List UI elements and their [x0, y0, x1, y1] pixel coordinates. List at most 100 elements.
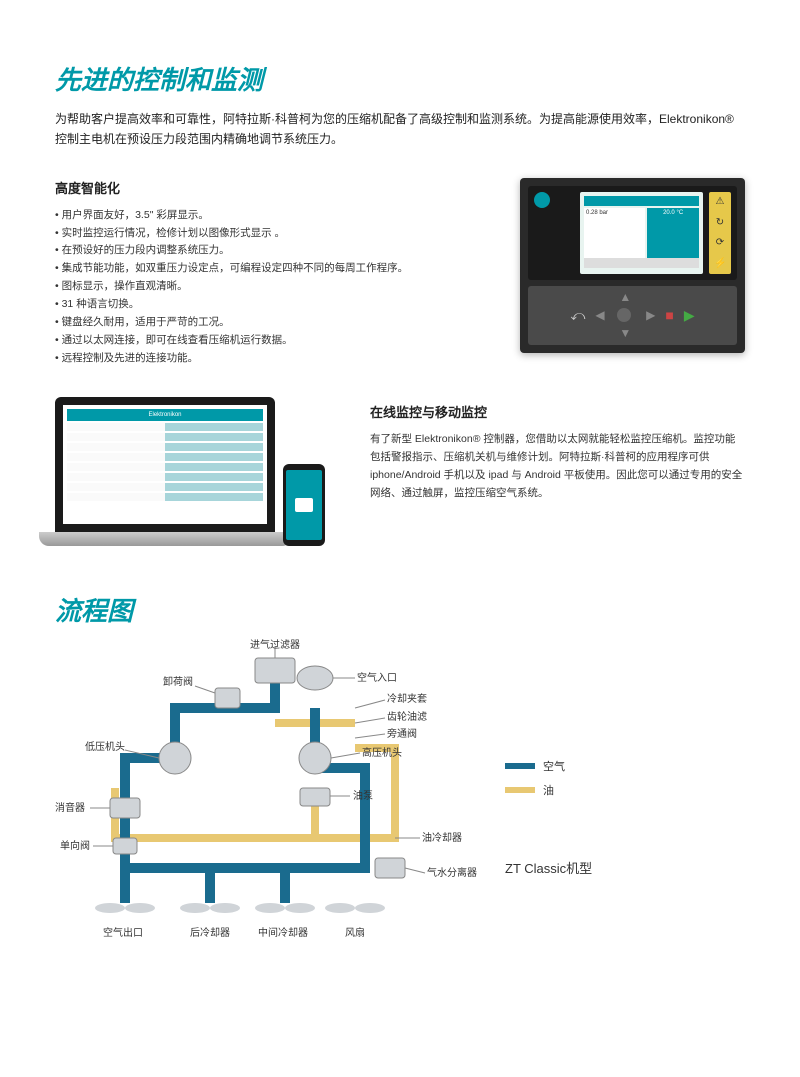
dpad: ▲ ▼ ◀ ▶: [595, 290, 655, 340]
list-item: 键盘经久耐用，适用于严苛的工况。: [55, 314, 490, 332]
label-silencer: 消音器: [55, 801, 85, 814]
laptop-app-title: Elektronikon: [67, 409, 263, 421]
laptop: Elektronikon: [55, 397, 275, 546]
lead-line: [195, 686, 215, 693]
lead-line: [355, 700, 385, 708]
label-oil-cooler: 油冷却器: [422, 831, 462, 844]
smart-heading: 高度智能化: [55, 178, 490, 197]
table-row: [67, 453, 263, 461]
warning-icon: ⚠: [714, 196, 726, 208]
phone-screen: [286, 470, 322, 540]
dpad-up-icon: ▲: [619, 290, 631, 304]
label-gear-oil-filter: 齿轮油滤: [387, 710, 427, 723]
dpad-left-icon: ◀: [595, 308, 604, 322]
silencer-comp: [110, 798, 140, 818]
flowchart-diagram: 进气过滤器 空气入口 卸荷阀 冷却夹套 齿轮油滤 旁通阀 高压机头 低压机头 油…: [55, 638, 485, 948]
flowchart-legend: 空气 油 ZT Classic机型: [505, 638, 592, 948]
lcd-temp-value: 20.0 °C: [647, 208, 699, 258]
label-intake-filter: 进气过滤器: [250, 638, 300, 651]
laptop-screen-content: Elektronikon: [63, 405, 267, 524]
list-item: 集成节能功能，如双重压力设定点，可编程设定四种不同的每周工作程序。: [55, 260, 490, 278]
lead-line: [355, 734, 385, 738]
list-item: 图标显示，操作直观清晰。: [55, 278, 490, 296]
list-item: 远程控制及先进的连接功能。: [55, 350, 490, 368]
online-text-column: 在线监控与移动监控 有了新型 Elektronikon® 控制器，您借助以太网就…: [370, 397, 745, 502]
back-icon: ⤺: [570, 307, 585, 324]
legend-label-oil: 油: [543, 782, 554, 798]
table-row: [67, 443, 263, 451]
label-unload-valve: 卸荷阀: [163, 675, 193, 688]
dpad-center-icon: [617, 308, 631, 322]
laptop-base: [39, 532, 292, 546]
lead-line: [355, 718, 385, 723]
intake-filter-comp: [255, 658, 295, 683]
controller-top: 0.28 bar 20.0 °C ⚠ ↻ ⟳ ⚡: [528, 186, 737, 280]
hp-element-comp: [299, 742, 331, 774]
start-icon: ▶: [684, 307, 695, 324]
lp-element-comp: [159, 742, 191, 774]
page-title: 先进的控制和监测: [55, 60, 745, 97]
air-inlet-comp: [297, 666, 333, 690]
auto-icon: ⟳: [714, 237, 726, 249]
label-aftercooler: 后冷却器: [190, 926, 230, 939]
table-row: [67, 423, 263, 431]
legend-label-air: 空气: [543, 758, 565, 774]
logo-icon: [534, 192, 550, 208]
label-moisture-sep: 气水分离器: [427, 866, 477, 879]
power-icon: ⚡: [714, 258, 726, 270]
label-oil-pump: 油泵: [353, 789, 373, 802]
smartphone: [283, 464, 325, 546]
legend-oil: 油: [505, 782, 592, 798]
phone-app-icon: [295, 498, 313, 512]
label-check-valve: 单向阀: [60, 839, 90, 852]
label-intercooler: 中间冷却器: [258, 926, 308, 939]
flowchart-area: 进气过滤器 空气入口 卸荷阀 冷却夹套 齿轮油滤 旁通阀 高压机头 低压机头 油…: [55, 638, 745, 948]
smart-bullet-list: 用户界面友好，3.5" 彩屏显示。 实时监控运行情况，检修计划以图像形式显示 。…: [55, 207, 490, 368]
row-online-monitoring: Elektronikon 在线监控与移动监控 有了新型 Elektroni: [55, 397, 745, 546]
table-row: [67, 493, 263, 501]
fan-icon: [325, 903, 385, 913]
lead-line: [331, 753, 360, 758]
controller-lcd: 0.28 bar 20.0 °C: [580, 192, 703, 274]
laptop-screen: Elektronikon: [55, 397, 275, 532]
dpad-right-icon: ▶: [646, 308, 655, 322]
legend-swatch-oil: [505, 787, 535, 793]
row-smart-controller: 高度智能化 用户界面友好，3.5" 彩屏显示。 实时监控运行情况，检修计划以图像…: [55, 178, 745, 368]
label-air-inlet: 空气入口: [357, 671, 397, 684]
lcd-pressure-value: 0.28 bar: [584, 208, 645, 258]
list-item: 在预设好的压力段内调整系统压力。: [55, 242, 490, 260]
legend-air: 空气: [505, 758, 592, 774]
list-item: 实时监控运行情况，检修计划以图像形式显示 。: [55, 225, 490, 243]
legend-swatch-air: [505, 763, 535, 769]
stop-icon: ■: [665, 307, 673, 323]
fan-icon: [180, 903, 240, 913]
check-valve-comp: [113, 838, 137, 854]
table-row: [67, 433, 263, 441]
fan-icon: [95, 903, 155, 913]
oil-pump-comp: [300, 788, 330, 806]
lead-line: [405, 868, 425, 873]
lcd-footer-bar: [584, 258, 699, 268]
devices-illustration: Elektronikon: [55, 397, 345, 546]
online-heading: 在线监控与移动监控: [370, 402, 745, 421]
label-bypass-valve: 旁通阀: [387, 727, 417, 740]
model-label: ZT Classic机型: [505, 858, 592, 877]
intro-text: 为帮助客户提高效率和可靠性，阿特拉斯·科普柯为您的压缩机配备了高级控制和监测系统…: [55, 109, 745, 150]
smart-text-column: 高度智能化 用户界面友好，3.5" 彩屏显示。 实时监控运行情况，检修计划以图像…: [55, 178, 490, 368]
label-hp-element: 高压机头: [362, 746, 402, 759]
controller-keypad: ⤺ ▲ ▼ ◀ ▶ ■ ▶: [528, 286, 737, 345]
flowchart-title: 流程图: [55, 591, 745, 628]
refresh-icon: ↻: [714, 217, 726, 229]
label-cooling-jacket: 冷却夹套: [387, 692, 427, 705]
list-item: 31 种语言切换。: [55, 296, 490, 314]
lcd-body: 0.28 bar 20.0 °C: [584, 208, 699, 258]
lcd-header-bar: [584, 196, 699, 206]
elektronikon-controller-panel: 0.28 bar 20.0 °C ⚠ ↻ ⟳ ⚡ ⤺ ▲ ▼ ◀ ▶ ■: [520, 178, 745, 353]
label-lp-element: 低压机头: [85, 740, 125, 753]
table-row: [67, 483, 263, 491]
label-fan: 风扇: [345, 926, 365, 939]
list-item: 通过以太网连接，即可在线查看压缩机运行数据。: [55, 332, 490, 350]
label-air-outlet: 空气出口: [103, 926, 143, 939]
dpad-down-icon: ▼: [619, 326, 631, 340]
controller-side-buttons: ⚠ ↻ ⟳ ⚡: [709, 192, 731, 274]
